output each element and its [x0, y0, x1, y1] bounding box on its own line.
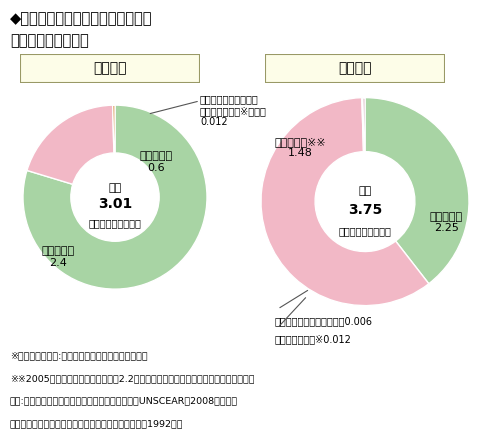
Text: その他（職業被ばく、
フォールアウト※など）
0.012: その他（職業被ばく、 フォールアウト※など） 0.012 [200, 94, 267, 127]
Text: 3.01: 3.01 [98, 198, 132, 211]
Text: 世界平均: 世界平均 [93, 61, 127, 75]
Wedge shape [23, 105, 207, 289]
Text: 自然放射線
2.4: 自然放射線 2.4 [42, 246, 74, 268]
Wedge shape [261, 98, 429, 306]
Text: ※フォールアウト:核実験による放射性降下物のこと: ※フォールアウト:核実験による放射性降下物のこと [10, 352, 147, 361]
Text: 出典:原子放射線の影響に関する国連科学委員会（UNSCEAR）2008年報告、: 出典:原子放射線の影響に関する国連科学委員会（UNSCEAR）2008年報告、 [10, 396, 238, 405]
Wedge shape [363, 98, 365, 152]
Text: その他（航空機利用など）0.006: その他（航空機利用など）0.006 [275, 316, 373, 326]
FancyBboxPatch shape [20, 54, 200, 83]
Wedge shape [365, 98, 469, 284]
Text: 日本平均: 日本平均 [338, 61, 372, 75]
Text: （ミリシーベルト）: （ミリシーベルト） [88, 218, 142, 228]
Text: （財）原子力安全研究協会「生活環境放射線」（1992年）: （財）原子力安全研究協会「生活環境放射線」（1992年） [10, 419, 184, 428]
Text: 一人当たり年間線量: 一人当たり年間線量 [10, 34, 89, 48]
Text: （ミリシーベルト）: （ミリシーベルト） [338, 226, 392, 236]
Text: ※※2005年に日本分析センターから2.2ミリシーベルトという数値が公表されている。: ※※2005年に日本分析センターから2.2ミリシーベルトという数値が公表されてい… [10, 374, 254, 383]
Text: 医療被ばく
2.25: 医療被ばく 2.25 [430, 211, 462, 233]
Text: 自然放射線※※
1.48: 自然放射線※※ 1.48 [274, 137, 326, 158]
Text: 医療被ばく
0.6: 医療被ばく 0.6 [140, 151, 173, 173]
Text: 3.75: 3.75 [348, 203, 382, 217]
Text: ◆自然及び人工放射線源から受ける: ◆自然及び人工放射線源から受ける [10, 11, 152, 26]
Wedge shape [27, 105, 114, 184]
Wedge shape [112, 105, 115, 153]
Text: フォールアウト※0.012: フォールアウト※0.012 [275, 334, 352, 344]
Text: 合計: 合計 [108, 183, 122, 193]
Wedge shape [362, 98, 364, 152]
FancyBboxPatch shape [265, 54, 445, 83]
Text: 合計: 合計 [358, 186, 372, 196]
